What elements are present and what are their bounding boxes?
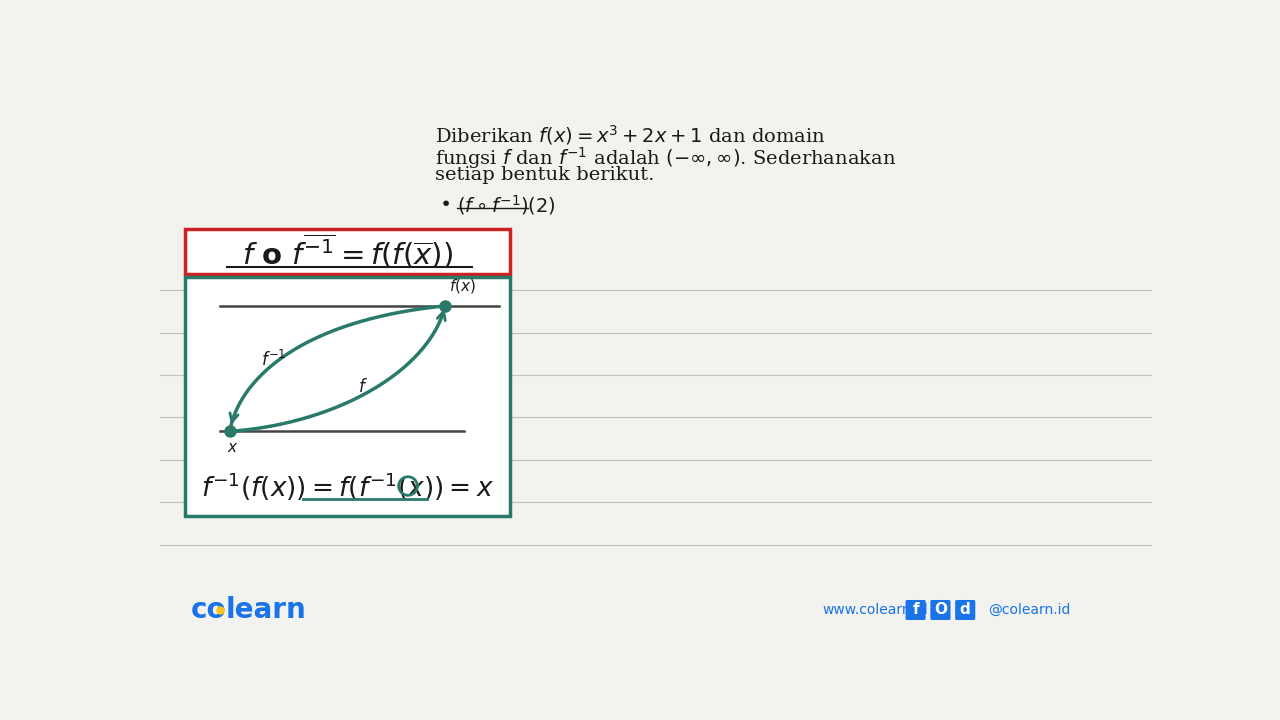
Text: $f^{-1}$: $f^{-1}$: [261, 350, 287, 370]
FancyBboxPatch shape: [931, 600, 951, 620]
Text: f: f: [913, 603, 919, 618]
Text: $(f \circ f^{-1})(2)$: $(f \circ f^{-1})(2)$: [457, 193, 556, 217]
Text: www.colearn.id: www.colearn.id: [823, 603, 928, 617]
Text: $\bullet$: $\bullet$: [439, 193, 449, 211]
Text: Diberikan $f(x) = x^3 + 2x + 1$ dan domain: Diberikan $f(x) = x^3 + 2x + 1$ dan doma…: [435, 123, 826, 148]
Text: @colearn.id: @colearn.id: [988, 603, 1070, 617]
Text: $f$: $f$: [357, 378, 367, 396]
Text: learn: learn: [225, 596, 307, 624]
Text: fungsi $f$ dan $f^{-1}$ adalah $(-\infty, \infty)$. Sederhanakan: fungsi $f$ dan $f^{-1}$ adalah $(-\infty…: [435, 145, 896, 171]
FancyBboxPatch shape: [955, 600, 975, 620]
FancyBboxPatch shape: [184, 229, 511, 274]
Text: $f\ \mathbf{o}\ f^{\overline{-1}} = f(f(\overline{x}))$: $f\ \mathbf{o}\ f^{\overline{-1}} = f(f(…: [242, 233, 453, 270]
Text: $f(x)$: $f(x)$: [449, 277, 476, 295]
Text: O: O: [934, 603, 947, 618]
Text: d: d: [960, 603, 970, 618]
FancyBboxPatch shape: [905, 600, 925, 620]
Text: setiap bentuk berikut.: setiap bentuk berikut.: [435, 166, 654, 184]
FancyBboxPatch shape: [184, 277, 511, 516]
Text: $f^{-1}(f(x)) = f(f^{-1}(x)) = x$: $f^{-1}(f(x)) = f(f^{-1}(x)) = x$: [201, 471, 494, 503]
Text: $x$: $x$: [228, 441, 239, 454]
Text: co: co: [191, 596, 227, 624]
